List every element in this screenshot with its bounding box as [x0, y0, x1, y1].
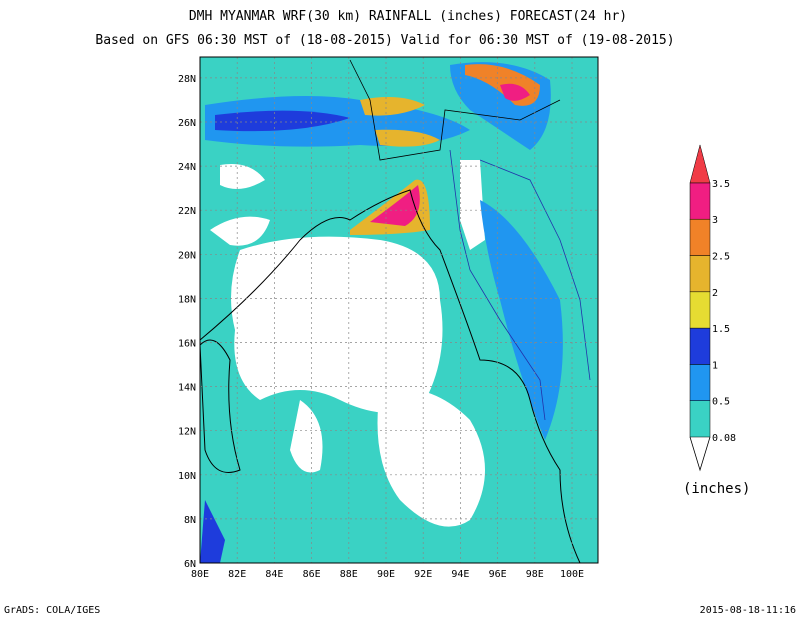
- map-frame: [199, 56, 599, 564]
- border: [449, 149, 546, 421]
- legend-arrow: [689, 143, 711, 184]
- legend-tail: [689, 436, 711, 472]
- dry-area: [377, 388, 485, 527]
- rainfall-field: [200, 57, 598, 563]
- border: [349, 59, 561, 161]
- legend-label: 1.5: [712, 324, 730, 335]
- legend-swatch: [689, 218, 711, 256]
- legend-swatch: [689, 182, 711, 220]
- lon-label: 96E: [489, 569, 507, 580]
- rain-area: [215, 110, 350, 132]
- footer-left: GrADS: COLA/IGES: [4, 605, 100, 616]
- subtitle: Based on GFS 06:30 MST of (18-08-2015) V…: [95, 33, 674, 48]
- legend-swatch: [689, 291, 711, 329]
- lat-label: 26N: [178, 118, 196, 129]
- lat-label: 12N: [178, 427, 196, 438]
- legend-swatch: [689, 400, 711, 438]
- legend-label: 0.08: [712, 433, 736, 444]
- legend-label: 1: [712, 360, 718, 371]
- rain-area: [480, 200, 563, 440]
- lon-label: 88E: [340, 569, 358, 580]
- rain-area: [200, 500, 225, 563]
- legend-label: 2.5: [712, 252, 730, 263]
- lon-label: 80E: [191, 569, 209, 580]
- legend-label: 3.5: [712, 179, 730, 190]
- title: DMH MYANMAR WRF(30 km) RAINFALL (inches)…: [189, 9, 627, 24]
- grid: [200, 57, 598, 563]
- coastline: [200, 339, 241, 473]
- dry-area: [290, 400, 323, 473]
- lon-label: 100E: [560, 569, 584, 580]
- lon-label: 92E: [414, 569, 432, 580]
- legend-label: 3: [712, 215, 718, 226]
- border: [479, 159, 591, 381]
- legend-label: 2: [712, 288, 718, 299]
- lat-label: 10N: [178, 471, 196, 482]
- lon-label: 90E: [377, 569, 395, 580]
- rain-area: [370, 185, 420, 226]
- lon-label: 94E: [451, 569, 469, 580]
- lat-label: 18N: [178, 294, 196, 305]
- rain-area: [500, 83, 530, 101]
- lat-label: 24N: [178, 162, 196, 173]
- lat-label: 14N: [178, 383, 196, 394]
- legend-label: 0.5: [712, 397, 730, 408]
- lat-label: 16N: [178, 339, 196, 350]
- legend-swatch: [689, 255, 711, 293]
- rain-area: [360, 96, 425, 116]
- dry-area: [210, 216, 270, 246]
- dry-area: [460, 160, 485, 250]
- legend-swatch: [689, 327, 711, 365]
- lat-label: 6N: [184, 559, 196, 570]
- dry-area: [220, 164, 265, 189]
- lat-label: 8N: [184, 515, 196, 526]
- lon-label: 98E: [526, 569, 544, 580]
- rain-area: [375, 129, 440, 147]
- lon-label: 82E: [228, 569, 246, 580]
- lon-label: 86E: [303, 569, 321, 580]
- legend-unit: (inches): [683, 481, 750, 497]
- lat-label: 22N: [178, 206, 196, 217]
- legend-swatch: [689, 364, 711, 401]
- lat-label: 20N: [178, 250, 196, 261]
- lat-label: 28N: [178, 74, 196, 85]
- footer-right: 2015-08-18-11:16: [700, 605, 796, 616]
- coastline: [200, 189, 581, 563]
- dry-area: [231, 236, 443, 414]
- lon-label: 84E: [265, 569, 283, 580]
